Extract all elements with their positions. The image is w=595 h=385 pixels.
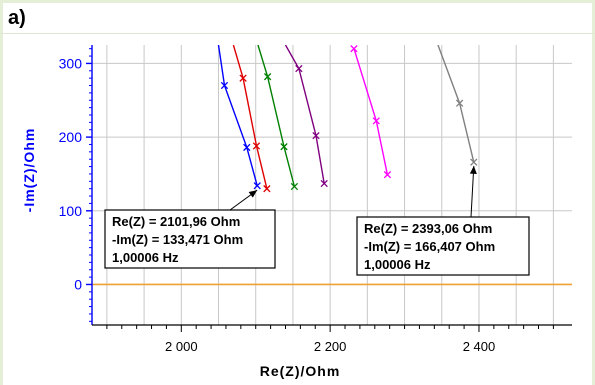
series-layer: [217, 45, 478, 193]
y-tick-label: 0: [74, 276, 82, 292]
x-tick-label: 2 200: [314, 339, 347, 354]
grid-layer: [92, 45, 572, 325]
data-point-marker: [253, 182, 261, 190]
data-point-marker: [320, 179, 328, 188]
panel-label: a): [8, 7, 26, 29]
frame-left-border: [0, 0, 3, 385]
annotation-box: [104, 209, 276, 269]
data-point-marker: [280, 143, 288, 151]
annotation-text-line: Re(Z) = 2101,96 Ohm: [112, 214, 240, 229]
data-point-marker: [455, 99, 464, 107]
data-point-marker: [290, 182, 299, 191]
data-point-marker: [383, 171, 392, 179]
data-point-marker: [263, 185, 271, 193]
annotation-1: Re(Z) = 2101,96 Ohm -Im(Z) = 133,471 Ohm 1…: [104, 189, 276, 269]
annotation-layer: Re(Z) = 2101,96 Ohm -Im(Z) = 133,471 Ohm 1…: [104, 165, 530, 276]
annotation-arrow: [470, 165, 475, 218]
annotation-text-line: 1,00006 Hz: [364, 257, 431, 272]
series-4: [284, 45, 328, 188]
annotation-arrowhead: [469, 165, 477, 175]
x-tick-label: 2 000: [165, 339, 198, 354]
y-tick-label: 300: [59, 55, 83, 71]
y-tick-label: 100: [59, 203, 83, 219]
annotation-2: Re(Z) = 2393,06 Ohm -Im(Z) = 166,407 Ohm 1…: [356, 165, 530, 276]
data-point-marker: [312, 131, 320, 140]
series-line: [437, 45, 475, 163]
data-point-marker: [252, 142, 261, 150]
y-tick-label: 200: [59, 129, 83, 145]
frame-top-border: [0, 0, 595, 3]
frame-separator: [0, 33, 595, 34]
series-line: [232, 45, 268, 189]
series-3: [257, 45, 299, 191]
data-point-marker: [220, 81, 229, 90]
series-1: [217, 45, 261, 190]
annotation-text-line: Re(Z) = 2393,06 Ohm: [364, 221, 492, 236]
series-line: [217, 45, 258, 186]
data-point-marker: [263, 73, 272, 81]
data-point-marker: [295, 64, 303, 73]
data-point-marker: [350, 45, 358, 53]
data-point-marker: [470, 158, 478, 166]
data-point-marker: [243, 143, 251, 152]
frame-right-border: [592, 0, 595, 385]
series-5: [350, 45, 392, 179]
data-point-marker: [372, 117, 380, 125]
annotation-arrowhead: [248, 190, 258, 198]
annotation-box: [356, 216, 530, 276]
x-axis-title: Re(Z)/Ohm: [260, 363, 341, 379]
axes-layer: 0 100 200 300 2 000 2 200 2 400: [59, 45, 572, 354]
y-axis-title: -Im(Z)/Ohm: [21, 128, 37, 213]
annotation-text-line: -Im(Z) = 166,407 Ohm: [364, 239, 495, 254]
series-6: [437, 45, 478, 166]
annotation-text-line: 1,00006 Hz: [112, 250, 179, 265]
data-point-marker: [239, 74, 247, 82]
series-2: [232, 45, 271, 193]
series-line: [353, 48, 389, 175]
x-tick-label: 2 400: [463, 339, 496, 354]
annotation-text-line: -Im(Z) = 133,471 Ohm: [112, 232, 243, 247]
series-line: [284, 45, 325, 184]
series-line: [257, 45, 296, 187]
